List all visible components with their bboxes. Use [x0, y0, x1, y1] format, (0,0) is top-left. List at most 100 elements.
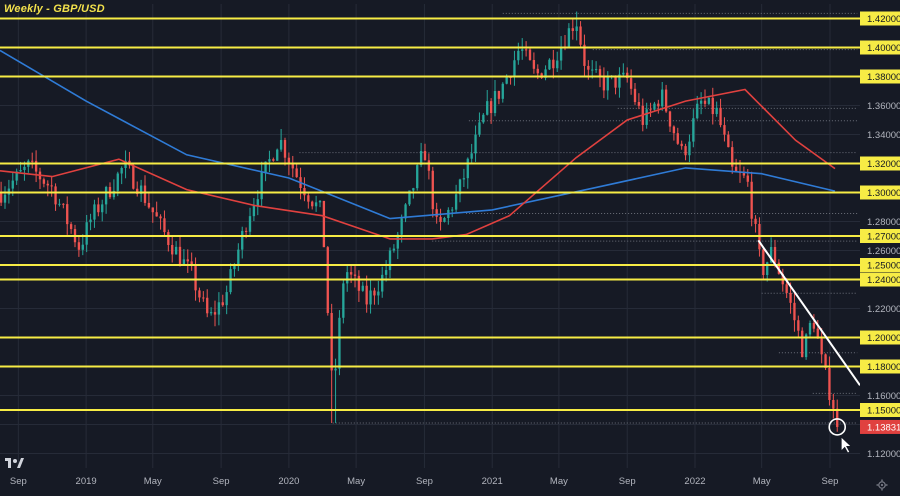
candle-body: [97, 204, 100, 213]
candle-body: [439, 216, 442, 222]
candle-body: [536, 68, 539, 74]
candle-body: [217, 302, 221, 315]
candle-body: [808, 323, 812, 335]
candle-body: [524, 49, 528, 51]
level-price-tag: [860, 272, 900, 287]
candle-body: [365, 285, 368, 305]
price-axis-label: 1.18000: [867, 362, 900, 373]
candle-body: [77, 242, 81, 250]
candle-body: [443, 218, 446, 222]
time-axis-label: 2019: [76, 476, 97, 487]
price-axis-label: 1.25000: [867, 261, 900, 272]
cursor-arrow-icon: [840, 436, 853, 454]
candle-body: [626, 72, 629, 79]
candle-body: [668, 111, 672, 127]
level-price-tag: [860, 40, 900, 55]
candle-body: [369, 290, 372, 305]
time-axis-label: May: [753, 476, 771, 487]
candle-body: [458, 179, 462, 195]
time-axis-label: Sep: [416, 476, 433, 487]
candle-body: [116, 173, 119, 191]
candle-body: [532, 59, 536, 69]
candle-body: [143, 185, 147, 203]
candle-body: [11, 180, 14, 189]
price-axis-label: 1.27000: [867, 232, 900, 243]
price-axis-label: 1.24000: [867, 275, 900, 286]
candle-body: [513, 60, 516, 78]
candle-body: [46, 183, 49, 186]
candle-body: [357, 275, 361, 291]
level-price-tag: [860, 156, 900, 171]
candle-body: [688, 141, 691, 156]
candle-body: [412, 188, 415, 191]
candle-body: [50, 185, 53, 187]
price-axis-label: 1.15000: [867, 406, 900, 417]
candle-body: [408, 190, 411, 205]
candle-body: [272, 159, 275, 161]
candle-body: [104, 186, 108, 205]
candle-body: [575, 26, 578, 31]
candle-body: [147, 202, 151, 208]
candle-body: [194, 265, 197, 291]
candle-body: [493, 91, 497, 114]
candle-body: [58, 203, 61, 205]
candle-body: [307, 195, 310, 202]
candle-body: [237, 249, 240, 266]
time-axis-label: 2022: [684, 476, 705, 487]
price-axis-label: 1.34000: [867, 130, 900, 141]
candle-body: [132, 165, 135, 189]
candle-body: [31, 160, 34, 162]
candle-body: [276, 149, 279, 161]
candle-body: [233, 265, 236, 270]
chart-title: Weekly - GBP/USD: [4, 3, 105, 15]
candle-body: [579, 26, 582, 45]
candle-body: [482, 114, 485, 123]
candle-body: [489, 101, 493, 114]
candle-body: [198, 290, 201, 298]
candle-body: [680, 143, 683, 147]
candle-body: [171, 244, 174, 255]
candle-body: [69, 224, 73, 230]
candle-body: [244, 230, 248, 232]
price-axis-label: 1.40000: [867, 43, 900, 54]
price-axis-label: 1.38000: [867, 72, 900, 83]
candle-body: [93, 204, 96, 220]
candle-body: [594, 69, 598, 71]
time-axis-label: 2020: [278, 476, 299, 487]
candle-body: [190, 261, 193, 266]
candle-body: [661, 89, 664, 107]
candle-body: [291, 163, 294, 169]
candle-body: [167, 232, 170, 245]
time-axis-label: May: [347, 476, 365, 487]
candle-body: [653, 103, 656, 110]
candle-body: [622, 72, 625, 75]
candle-body: [260, 172, 263, 200]
candle-body: [392, 248, 396, 251]
candle-body: [42, 179, 46, 184]
candle-body: [836, 408, 839, 427]
tradingview-logo-icon[interactable]: [5, 456, 25, 470]
level-price-tag: [860, 258, 900, 272]
time-axis-label: 2021: [482, 476, 503, 487]
candle-body: [746, 175, 749, 182]
candle-body: [598, 69, 602, 78]
candle-body: [330, 312, 333, 371]
candle-body: [396, 234, 399, 249]
candle-body: [314, 202, 318, 207]
time-axis-label: Sep: [10, 476, 27, 487]
candle-body: [571, 28, 574, 31]
level-price-tag: [860, 359, 900, 374]
candle-body: [497, 91, 501, 99]
candle-body: [707, 97, 711, 104]
price-axis-label: 1.32000: [867, 159, 900, 170]
time-axis-label: May: [144, 476, 162, 487]
gear-icon[interactable]: [876, 479, 888, 491]
price-axis-label: 1.16000: [867, 391, 900, 402]
level-price-tag: [860, 11, 900, 26]
candle-body: [591, 69, 594, 71]
candle-body: [252, 205, 256, 217]
level-price-tag: [860, 69, 900, 84]
